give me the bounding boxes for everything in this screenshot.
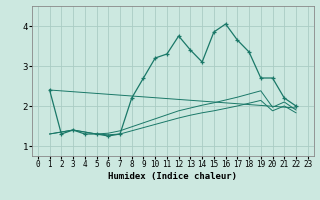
X-axis label: Humidex (Indice chaleur): Humidex (Indice chaleur) xyxy=(108,172,237,181)
